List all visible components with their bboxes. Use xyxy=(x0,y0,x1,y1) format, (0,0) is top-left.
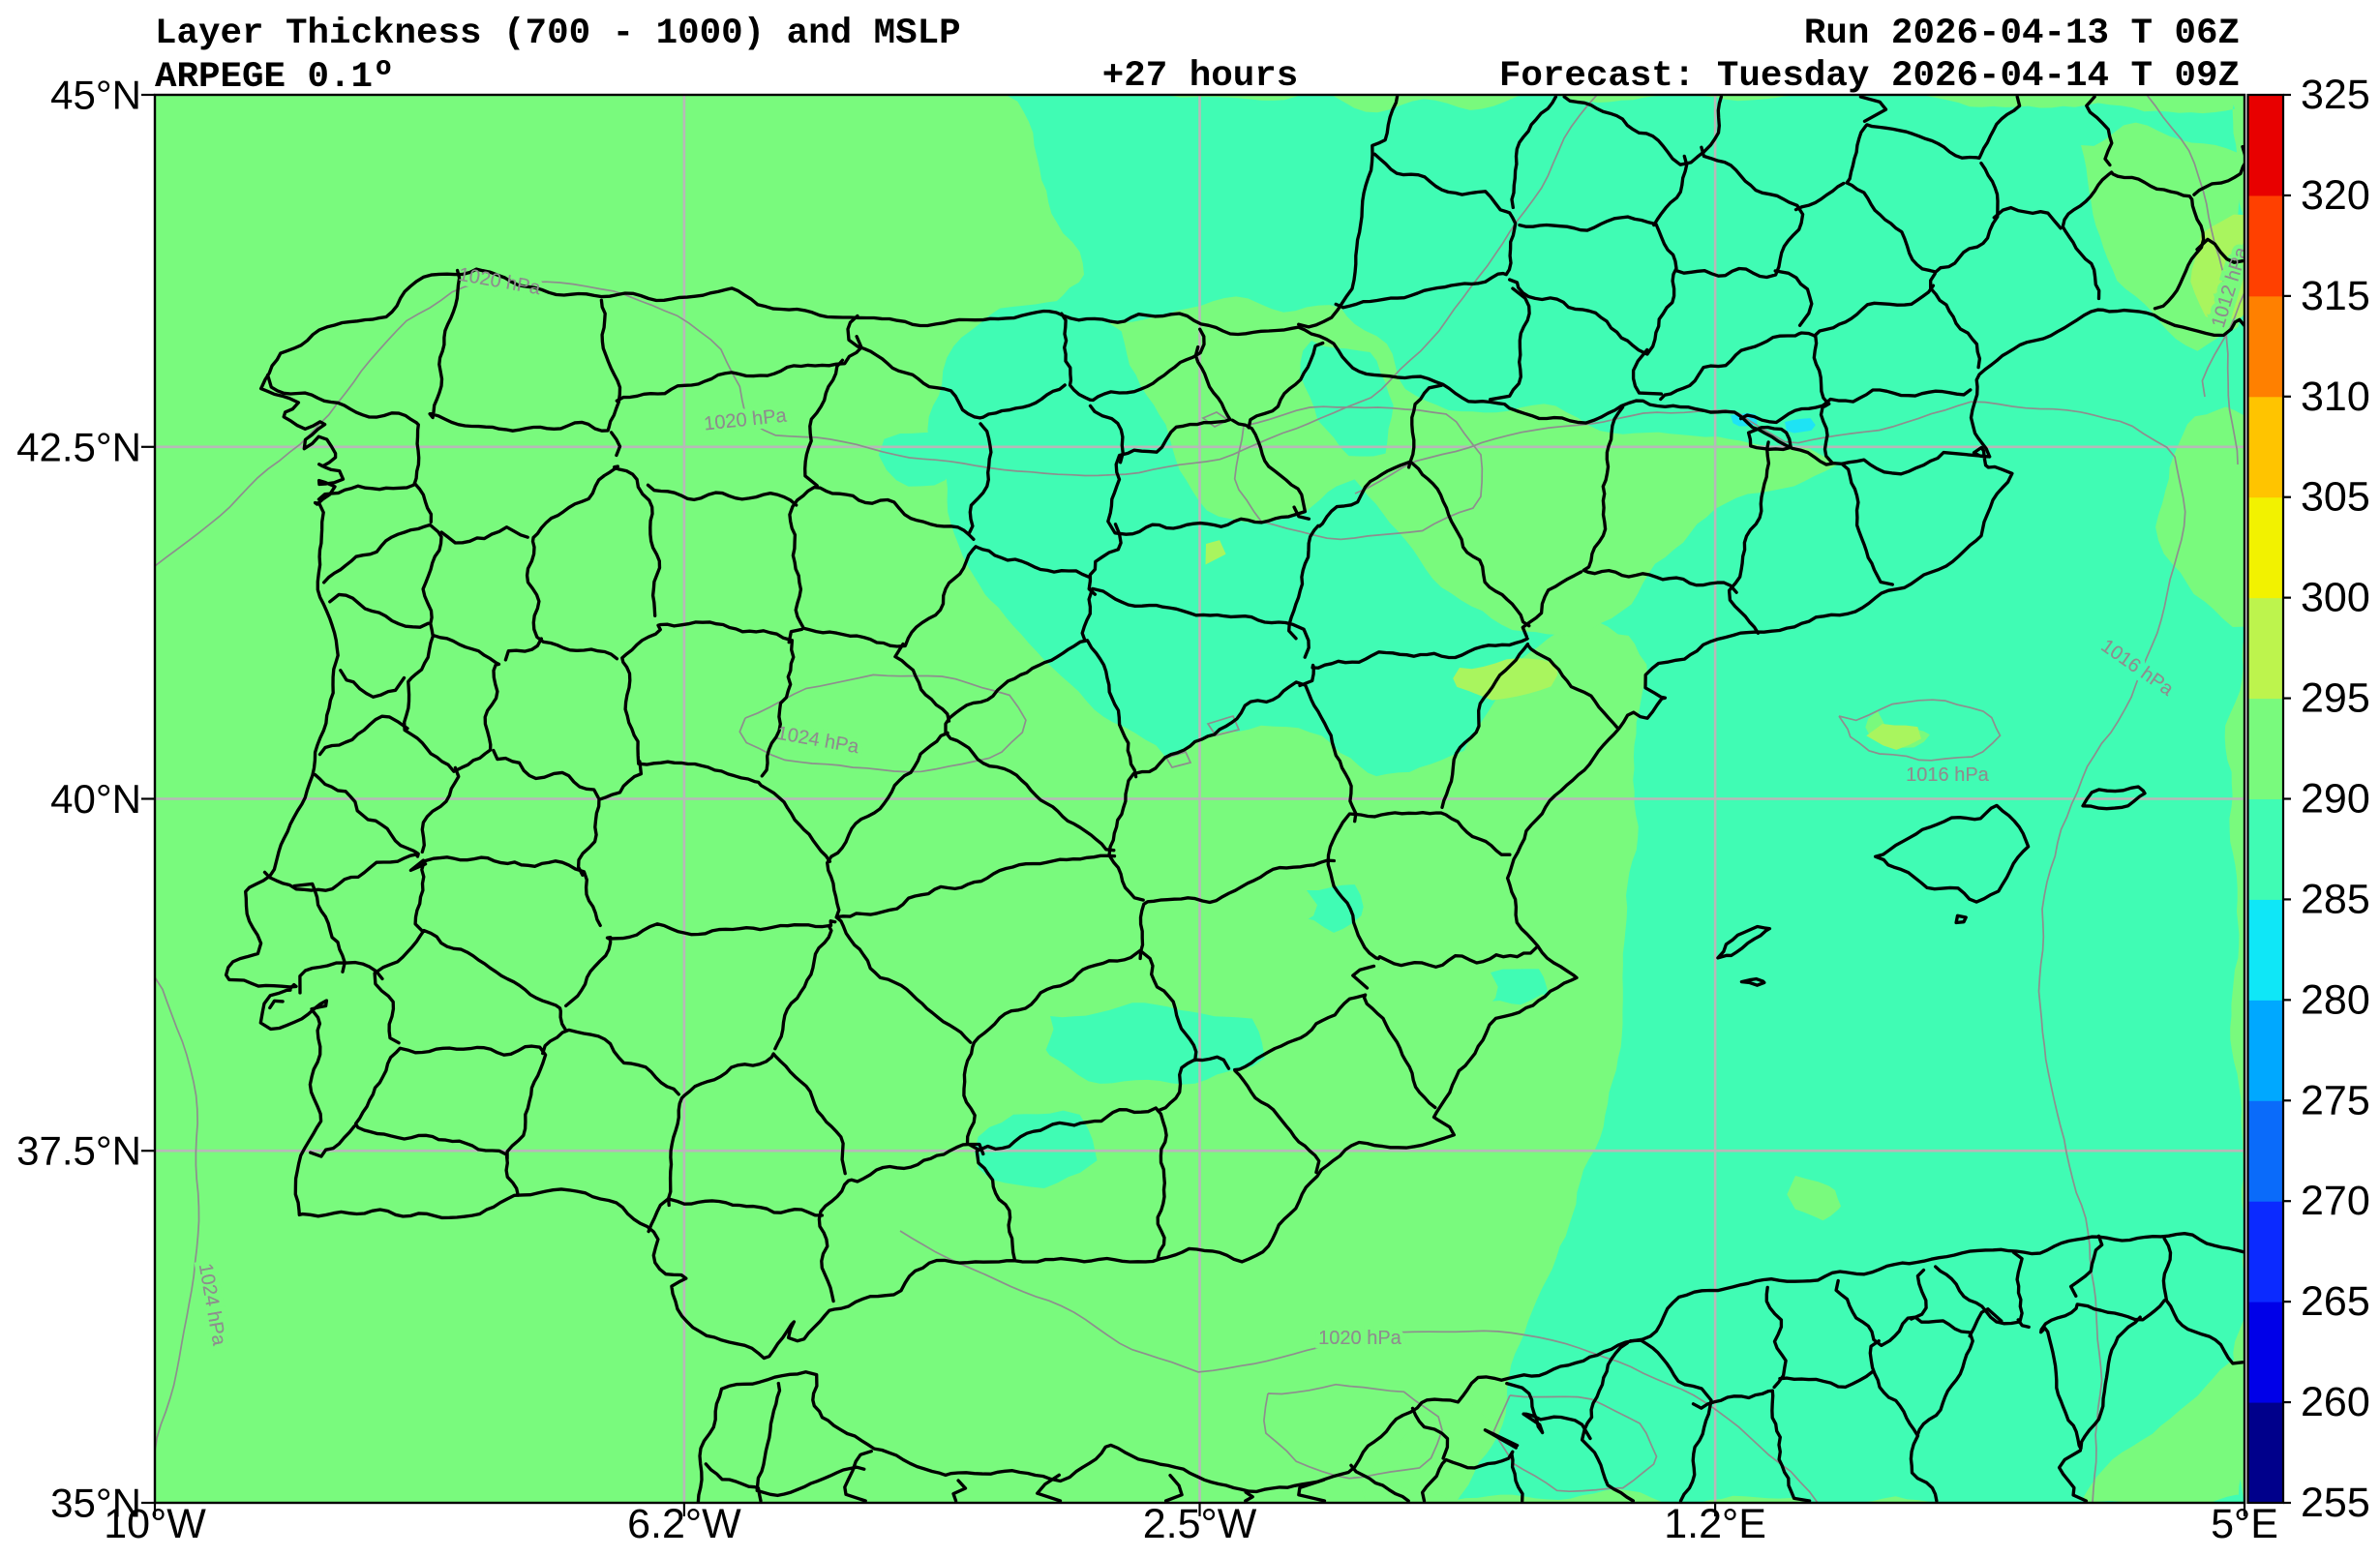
svg-text:10°W: 10°W xyxy=(104,1501,206,1547)
svg-text:+27 hours: +27 hours xyxy=(1102,56,1299,97)
svg-text:40°N: 40°N xyxy=(50,776,141,822)
svg-text:255: 255 xyxy=(2301,1480,2370,1526)
svg-text:305: 305 xyxy=(2301,474,2370,521)
svg-text:37.5°N: 37.5°N xyxy=(16,1128,141,1174)
svg-text:265: 265 xyxy=(2301,1278,2370,1325)
svg-text:315: 315 xyxy=(2301,273,2370,319)
svg-text:35°N: 35°N xyxy=(50,1481,141,1526)
svg-text:325: 325 xyxy=(2301,72,2370,118)
svg-text:310: 310 xyxy=(2301,374,2370,420)
svg-text:1020 hPa: 1020 hPa xyxy=(1318,1328,1402,1349)
svg-text:6.2°W: 6.2°W xyxy=(627,1501,741,1547)
svg-text:285: 285 xyxy=(2301,876,2370,922)
svg-text:1016 hPa: 1016 hPa xyxy=(1906,764,1990,786)
svg-text:2.5°W: 2.5°W xyxy=(1143,1501,1257,1547)
svg-text:1020 hPa: 1020 hPa xyxy=(1318,1328,1402,1349)
svg-text:Forecast: Tuesday 2026-04-14 T: Forecast: Tuesday 2026-04-14 T 09Z xyxy=(1499,56,2240,97)
svg-text:270: 270 xyxy=(2301,1178,2370,1224)
svg-text:295: 295 xyxy=(2301,675,2370,722)
svg-text:300: 300 xyxy=(2301,575,2370,621)
svg-text:45°N: 45°N xyxy=(50,73,141,118)
svg-text:42.5°N: 42.5°N xyxy=(16,424,141,469)
svg-text:290: 290 xyxy=(2301,776,2370,823)
svg-text:ARPEGE 0.1º: ARPEGE 0.1º xyxy=(155,57,395,98)
svg-text:Layer Thickness (700 - 1000) a: Layer Thickness (700 - 1000) and MSLP xyxy=(155,14,961,54)
svg-text:5°E: 5°E xyxy=(2211,1501,2278,1547)
svg-text:260: 260 xyxy=(2301,1379,2370,1425)
svg-text:275: 275 xyxy=(2301,1077,2370,1123)
svg-text:320: 320 xyxy=(2301,172,2370,219)
svg-text:1016 hPa: 1016 hPa xyxy=(1906,764,1990,786)
svg-text:280: 280 xyxy=(2301,976,2370,1023)
svg-text:1.2°E: 1.2°E xyxy=(1664,1501,1766,1547)
svg-text:Run 2026-04-13 T 06Z: Run 2026-04-13 T 06Z xyxy=(1804,14,2240,54)
